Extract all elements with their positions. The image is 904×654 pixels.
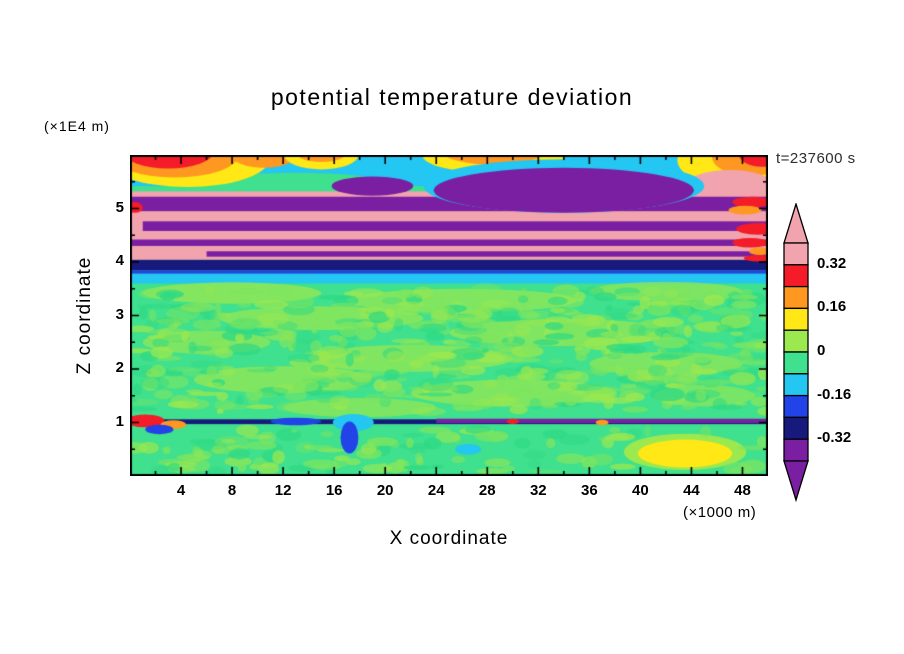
colorbar-segment [783,242,809,266]
x-tick-label: 40 [632,482,649,499]
colorbar-tick-label: -0.32 [817,429,852,447]
colorbar-segment [783,394,809,419]
timestamp-label: t=237600 s [776,150,856,167]
colorbar [783,203,809,503]
chart-title: potential temperature deviation [270,84,634,110]
x-tick-label: 24 [427,482,445,499]
colorbar-segment [783,264,809,288]
x-tick-label: 8 [227,482,237,499]
z-tick-label: 3 [115,305,124,323]
colorbar-tick-label: 0 [817,342,826,359]
x-tick-label: 32 [529,482,547,499]
colorbar-segment [783,351,809,375]
z-tick-label: 1 [115,412,124,430]
x-tick-label: 12 [274,482,292,499]
x-tick-label: 4 [176,482,186,499]
x-tick-label: 44 [683,482,700,499]
colorbar-tick-label: 0.32 [817,254,847,272]
colorbar-segment [783,416,809,440]
colorbar-segment [783,329,809,353]
x-axis-title: X coordinate [389,528,509,549]
colorbar-segment [783,438,809,462]
colorbar-tick-label: -0.16 [817,385,852,403]
colorbar-segment [783,307,809,331]
x-tick-label: 36 [581,482,598,499]
colorbar-segment [783,373,809,397]
x-tick-label: 20 [376,482,394,499]
x-tick-label: 28 [478,482,496,499]
z-axis-units-label: (×1E4 m) [44,118,110,134]
z-tick-label: 5 [115,198,124,216]
colorbar-arrow-bottom [783,460,809,503]
x-axis-units-label: (×1000 m) [683,504,757,521]
z-tick-label: 2 [115,359,124,376]
colorbar-segment [783,285,809,310]
heatmap-canvas [130,155,768,476]
x-tick-label: 48 [734,482,751,499]
x-tick-label: 16 [325,482,343,499]
z-tick-label: 4 [115,252,124,269]
colorbar-arrow-top [783,203,809,244]
colorbar-tick-label: 0.16 [817,298,847,316]
